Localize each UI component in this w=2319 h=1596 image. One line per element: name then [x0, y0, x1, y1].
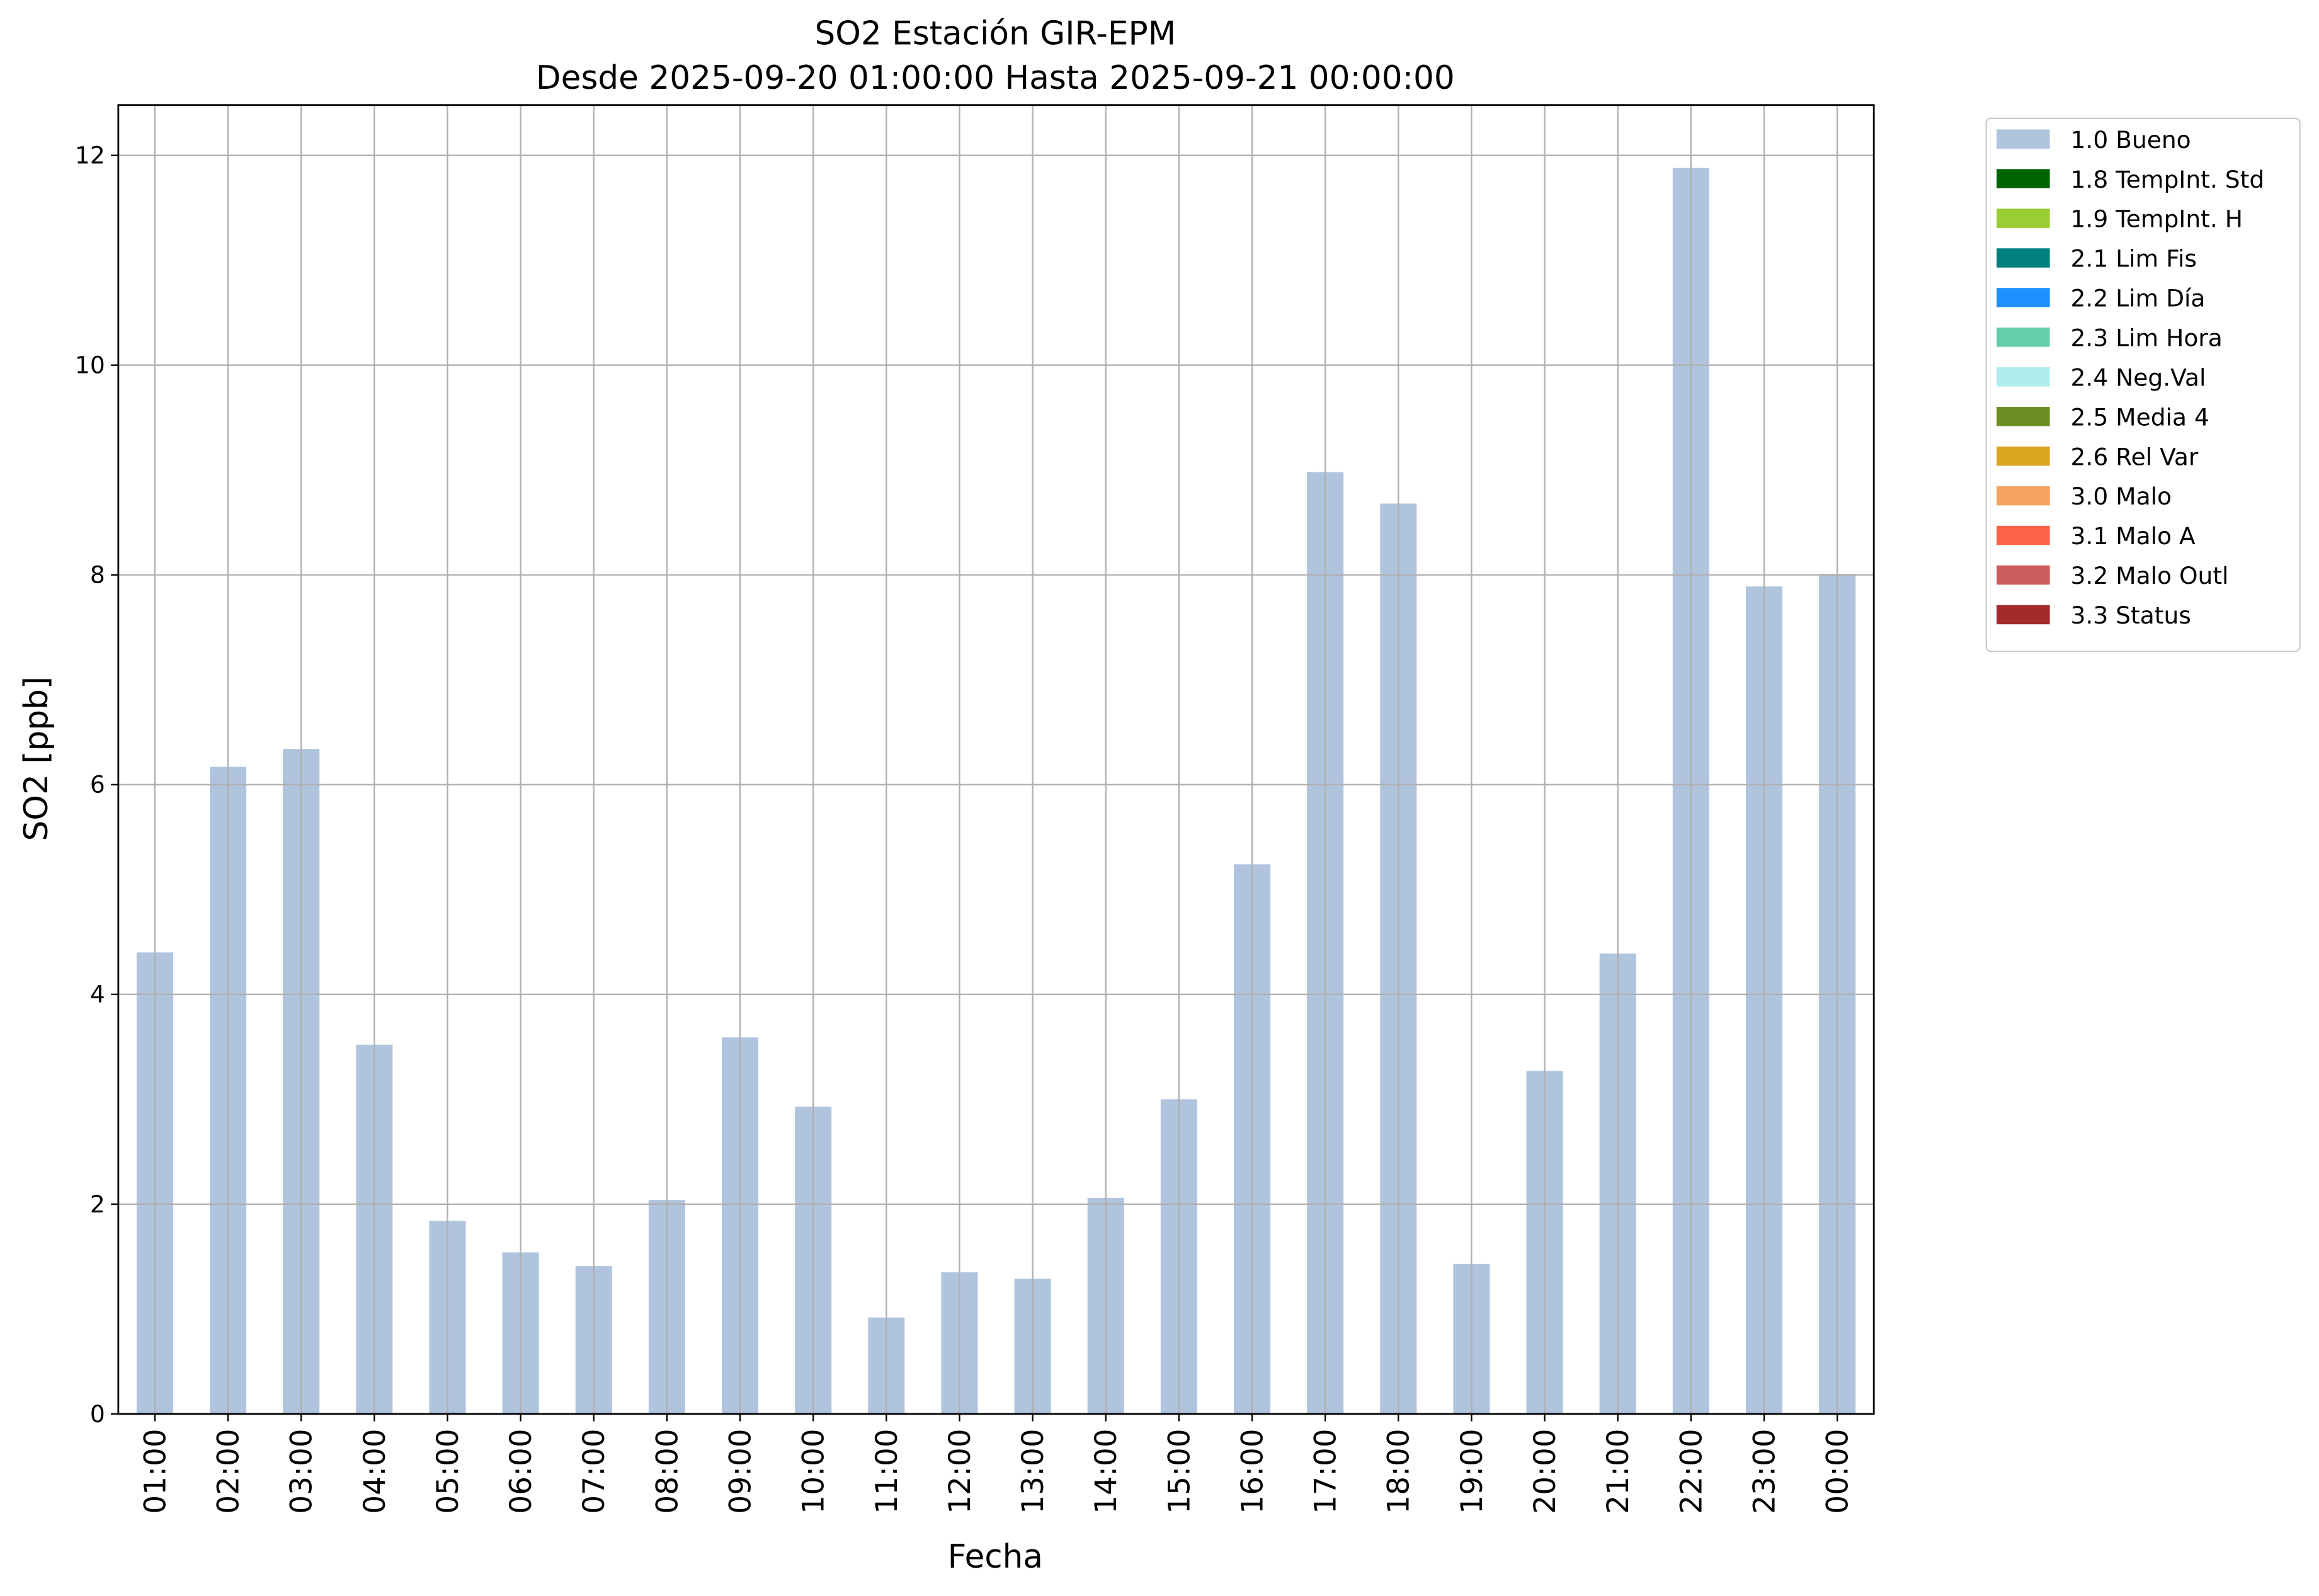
legend-swatch	[1997, 288, 2050, 307]
x-tick-label: 13:00	[1016, 1428, 1051, 1513]
x-tick-label: 06:00	[504, 1428, 538, 1513]
legend-swatch	[1997, 565, 2050, 585]
legend-swatch	[1997, 169, 2050, 188]
x-tick-label: 03:00	[285, 1428, 319, 1513]
x-tick-label: 10:00	[797, 1428, 831, 1513]
legend-swatch	[1997, 367, 2050, 387]
y-tick-label: 10	[75, 351, 105, 379]
y-axis-label: SO2 [ppb]	[18, 676, 55, 841]
legend-label: 2.3 Lim Hora	[2071, 324, 2223, 352]
x-tick-label: 12:00	[943, 1428, 977, 1513]
legend-swatch	[1997, 486, 2050, 506]
x-tick-label: 22:00	[1674, 1428, 1709, 1513]
x-tick-label: 00:00	[1821, 1428, 1855, 1513]
chart-subtitle: Desde 2025-09-20 01:00:00 Hasta 2025-09-…	[536, 59, 1455, 97]
legend-swatch	[1997, 525, 2050, 545]
legend-label: 2.1 Lim Fis	[2071, 245, 2197, 273]
legend-swatch	[1997, 605, 2050, 625]
x-tick-label: 08:00	[650, 1428, 685, 1513]
plot-frame	[117, 104, 1875, 1415]
legend-label: 2.2 Lim Día	[2071, 285, 2206, 312]
legend-swatch	[1997, 129, 2050, 149]
legend-label: 3.1 Malo A	[2071, 522, 2196, 550]
legend-label: 3.0 Malo	[2071, 482, 2172, 510]
legend-label: 1.9 TempInt. H	[2071, 205, 2243, 233]
x-tick-label: 23:00	[1747, 1428, 1782, 1513]
y-tick-label: 4	[90, 981, 105, 1008]
y-tick-label: 6	[90, 771, 105, 799]
y-tick-label: 2	[90, 1190, 105, 1218]
x-tick-label: 02:00	[212, 1428, 246, 1513]
x-axis-label: Fecha	[948, 1538, 1043, 1576]
x-tick-label: 14:00	[1089, 1428, 1124, 1513]
x-tick-label: 20:00	[1528, 1428, 1563, 1513]
legend-label: 2.5 Media 4	[2071, 403, 2209, 431]
legend-box	[1985, 117, 2301, 653]
y-tick-label: 12	[75, 142, 105, 169]
legend-label: 2.4 Neg.Val	[2071, 363, 2206, 391]
legend-label: 3.3 Status	[2071, 601, 2191, 629]
legend-swatch	[1997, 446, 2050, 466]
chart-title: SO2 Estación GIR-EPM	[814, 14, 1176, 52]
legend-swatch	[1997, 248, 2050, 268]
x-tick-label: 19:00	[1455, 1428, 1490, 1513]
legend-swatch	[1997, 407, 2050, 426]
x-tick-label: 01:00	[138, 1428, 173, 1513]
x-tick-label: 07:00	[577, 1428, 612, 1513]
legend-swatch	[1997, 328, 2050, 347]
legend-swatch	[1997, 208, 2050, 228]
x-tick-label: 21:00	[1601, 1428, 1636, 1513]
legend-label: 3.2 Malo Outl	[2071, 562, 2229, 590]
x-tick-label: 17:00	[1309, 1428, 1343, 1513]
legend-label: 2.6 Rel Var	[2071, 443, 2199, 470]
legend-label: 1.0 Bueno	[2071, 126, 2191, 154]
x-tick-label: 05:00	[431, 1428, 465, 1513]
x-tick-label: 04:00	[358, 1428, 392, 1513]
x-tick-label: 15:00	[1162, 1428, 1197, 1513]
y-tick-label: 8	[90, 561, 105, 589]
x-tick-label: 16:00	[1235, 1428, 1270, 1513]
x-tick-label: 09:00	[723, 1428, 758, 1513]
x-tick-label: 11:00	[870, 1428, 904, 1513]
legend-label: 1.8 TempInt. Std	[2071, 166, 2265, 193]
x-tick-label: 18:00	[1382, 1428, 1416, 1513]
y-tick-label: 0	[90, 1400, 105, 1428]
